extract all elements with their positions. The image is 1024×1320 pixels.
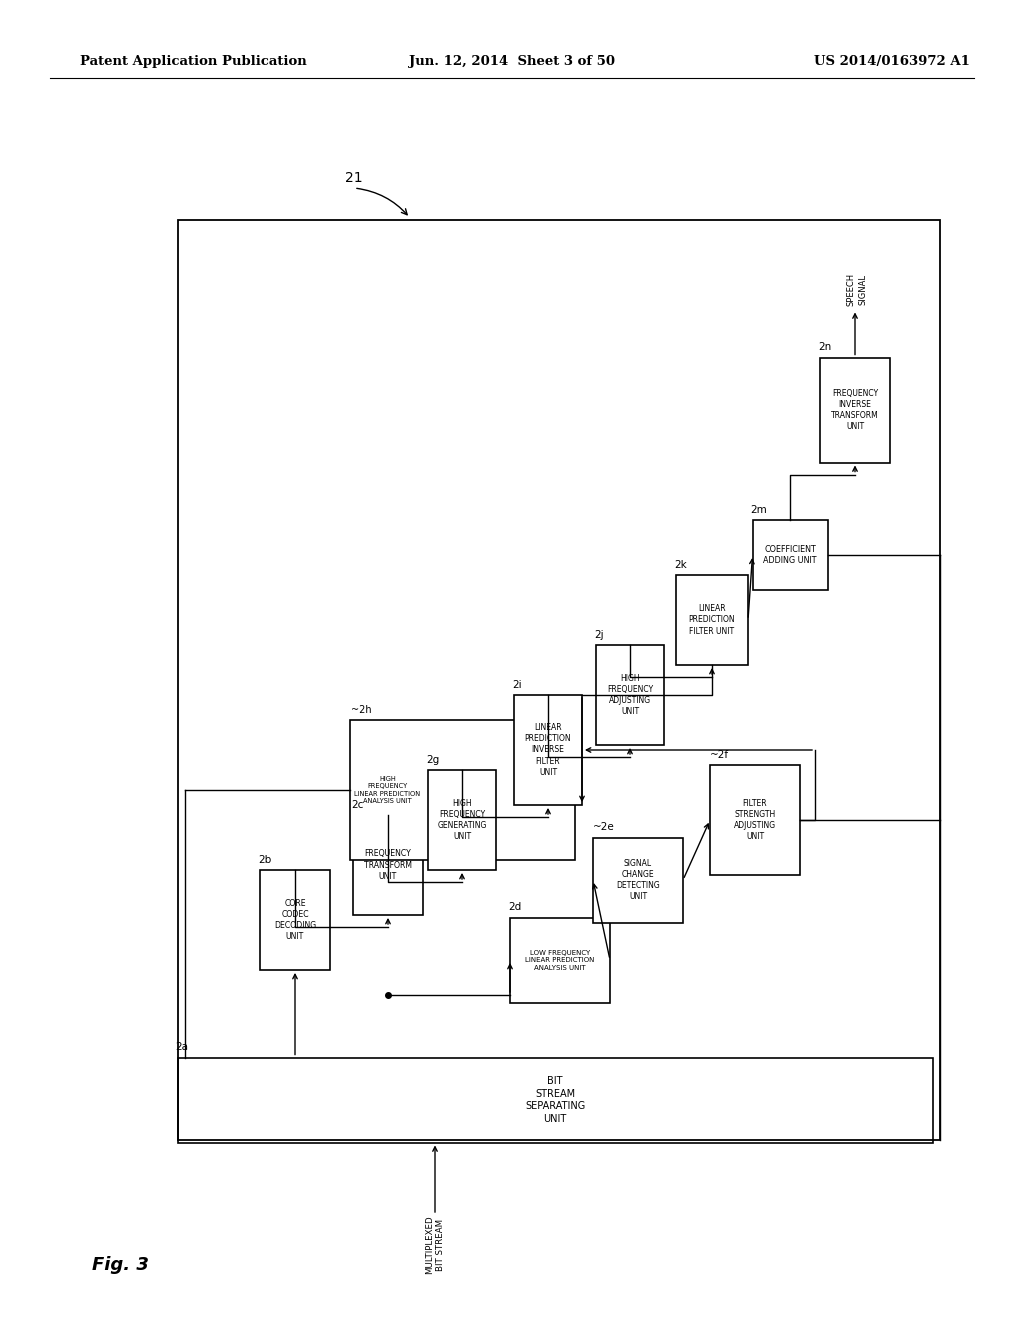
Text: CORE
CODEC
DECODING
UNIT: CORE CODEC DECODING UNIT [274, 899, 316, 941]
Bar [349, 719, 574, 861]
Text: 2k: 2k [674, 560, 687, 570]
Text: FREQUENCY
INVERSE
TRANSFORM
UNIT: FREQUENCY INVERSE TRANSFORM UNIT [831, 389, 879, 432]
Text: Fig. 3: Fig. 3 [91, 1257, 148, 1274]
Text: LINEAR
PREDICTION
FILTER UNIT: LINEAR PREDICTION FILTER UNIT [689, 605, 735, 636]
Text: BIT
STREAM
SEPARATING
UNIT: BIT STREAM SEPARATING UNIT [525, 1076, 585, 1123]
Text: Patent Application Publication: Patent Application Publication [80, 55, 307, 69]
Text: FILTER
STRENGTH
ADJUSTING
UNIT: FILTER STRENGTH ADJUSTING UNIT [734, 799, 776, 841]
Text: MULTIPLEXED
BIT STREAM: MULTIPLEXED BIT STREAM [425, 1216, 445, 1274]
Text: US 2014/0163972 A1: US 2014/0163972 A1 [814, 55, 970, 69]
Bar [514, 696, 582, 805]
Text: ~2f: ~2f [710, 750, 729, 760]
Text: HIGH
FREQUENCY
LINEAR PREDICTION
ANALYSIS UNIT: HIGH FREQUENCY LINEAR PREDICTION ANALYSI… [354, 776, 421, 804]
Text: 2c: 2c [351, 800, 364, 810]
Bar [178, 220, 940, 1140]
Text: 2d: 2d [508, 903, 521, 912]
Text: HIGH
FREQUENCY
ADJUSTING
UNIT: HIGH FREQUENCY ADJUSTING UNIT [607, 673, 653, 717]
Bar [353, 814, 423, 915]
Text: LOW FREQUENCY
LINEAR PREDICTION
ANALYSIS UNIT: LOW FREQUENCY LINEAR PREDICTION ANALYSIS… [525, 949, 595, 970]
Text: COEFFICIENT
ADDING UNIT: COEFFICIENT ADDING UNIT [763, 545, 817, 565]
Bar [428, 770, 496, 870]
Bar [260, 870, 330, 970]
Text: 2n: 2n [818, 342, 831, 352]
Text: 2j: 2j [594, 630, 603, 640]
Text: FREQUENCY
TRANSFORM
UNIT: FREQUENCY TRANSFORM UNIT [364, 849, 412, 880]
Text: 2b: 2b [258, 855, 271, 865]
Text: ~2e: ~2e [593, 822, 614, 833]
Bar [593, 837, 683, 923]
Text: Jun. 12, 2014  Sheet 3 of 50: Jun. 12, 2014 Sheet 3 of 50 [409, 55, 615, 69]
Bar [510, 917, 610, 1002]
Text: LINEAR
PREDICTION
INVERSE
FILTER
UNIT: LINEAR PREDICTION INVERSE FILTER UNIT [524, 723, 571, 776]
Bar [820, 358, 890, 462]
Text: 2i: 2i [512, 680, 521, 690]
Text: HIGH
FREQUENCY
GENERATING
UNIT: HIGH FREQUENCY GENERATING UNIT [437, 799, 486, 841]
Text: ~2h: ~2h [351, 705, 372, 715]
Text: 2m: 2m [751, 506, 767, 515]
Bar [676, 576, 748, 665]
Bar [710, 766, 800, 875]
Text: SIGNAL
CHANGE
DETECTING
UNIT: SIGNAL CHANGE DETECTING UNIT [616, 859, 659, 902]
Bar [177, 1057, 933, 1143]
Text: 21: 21 [345, 172, 362, 185]
Text: 2a: 2a [175, 1043, 188, 1052]
Text: SPEECH
SIGNAL: SPEECH SIGNAL [847, 273, 867, 306]
Text: 2g: 2g [426, 755, 439, 766]
Bar [753, 520, 827, 590]
Bar [596, 645, 664, 744]
